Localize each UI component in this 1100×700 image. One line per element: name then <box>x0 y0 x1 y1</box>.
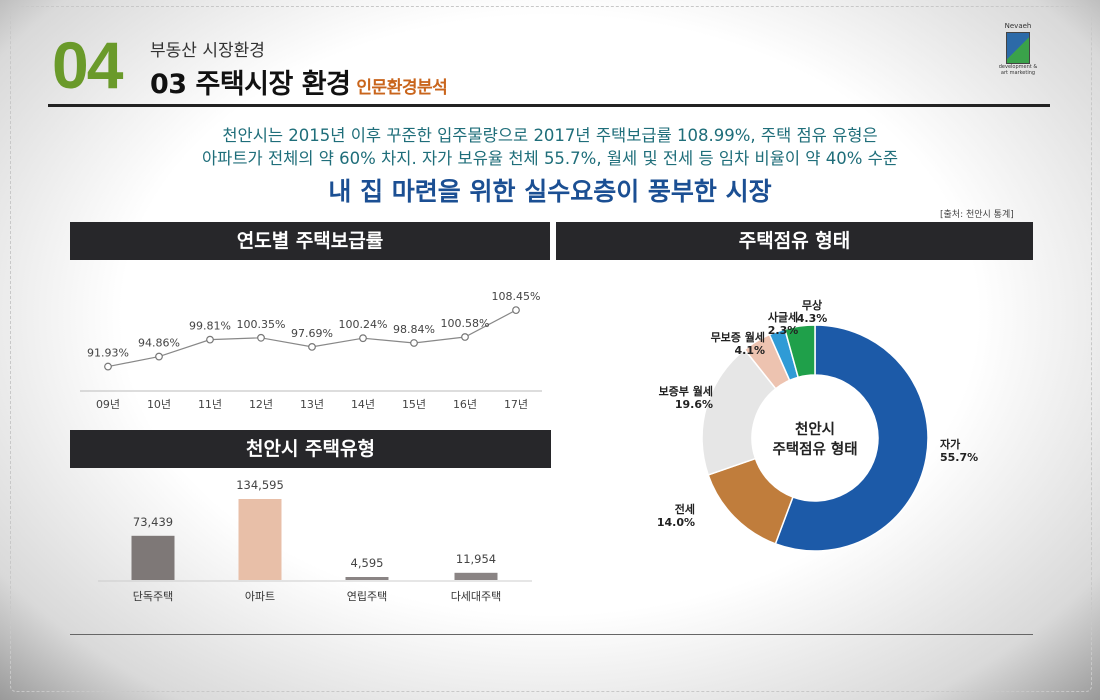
line-value-label: 108.45% <box>492 290 541 303</box>
logo-mark-icon <box>1006 32 1030 64</box>
bar-value-label: 134,595 <box>236 478 284 492</box>
line-point <box>512 306 520 315</box>
page-title-text: 03 주택시장 환경 <box>150 69 351 100</box>
slice-value-label: 55.7% <box>940 451 978 464</box>
housing-type-bar-chart: 73,439 단독주택 134,595 아파트 4,595 연립주택 11,954 다세대주택 <box>98 478 532 603</box>
line-value-label: 100.24% <box>339 318 388 331</box>
x-tick-label: 12년 <box>249 398 273 411</box>
donut-slice <box>707 457 794 545</box>
supply-rate-line-chart: 91.93% 09년 94.86% 10년 99.81% 11년 100.35% 12년 97.… <box>80 290 542 411</box>
slice-name-label: 무상 <box>802 298 822 312</box>
x-tick-label: 11년 <box>198 398 222 411</box>
bar-category-label: 아파트 <box>245 590 275 603</box>
donut-slice <box>774 324 929 552</box>
line-value-label: 97.69% <box>291 327 333 340</box>
line-point <box>155 352 163 361</box>
x-tick-label: 09년 <box>96 398 120 411</box>
page-title: 03 주택시장 환경 인문환경분석 <box>150 62 448 101</box>
line-value-label: 98.84% <box>393 323 435 336</box>
x-tick-label: 13년 <box>300 398 324 411</box>
slice-value-label: 14.0% <box>657 516 695 529</box>
title-tag: 인문환경분석 <box>356 78 448 98</box>
line-value-label: 100.58% <box>441 317 490 330</box>
slice-name-label: 보증부 월세 <box>659 384 713 398</box>
x-tick-label: 10년 <box>147 398 171 411</box>
section-number: 04 <box>52 28 123 102</box>
bar-category-label: 다세대주택 <box>451 590 502 603</box>
source-note: [출처: 천안시 통계] <box>940 210 1014 220</box>
bar-chart-header: 천안시 주택유형 <box>70 430 551 468</box>
line-point <box>359 334 367 343</box>
slice-name-label: 사글세 <box>768 310 798 324</box>
x-tick-label: 14년 <box>351 398 375 411</box>
line-point <box>461 333 469 341</box>
line-point <box>308 342 316 351</box>
line-value-label: 94.86% <box>138 337 180 350</box>
bar <box>345 577 389 580</box>
pie-chart-header: 주택점유 형태 <box>556 222 1033 260</box>
logo: Nevaeh development & art marketing <box>998 22 1038 76</box>
line-value-label: 91.93% <box>87 347 129 360</box>
bar-category-label: 연립주택 <box>347 590 387 603</box>
slice-name-label: 자가 <box>940 437 960 451</box>
slice-value-label: 19.6% <box>675 398 713 411</box>
headline: 내 집 마련을 위한 실수요층이 풍부한 시장 <box>328 177 772 206</box>
line-value-label: 100.35% <box>237 318 286 331</box>
slice-value-label: 2.3% <box>768 324 799 337</box>
bar-value-label: 4,595 <box>351 556 384 570</box>
line-point <box>410 339 418 347</box>
slice-value-label: 4.1% <box>734 344 765 357</box>
bar-category-label: 단독주택 <box>133 590 173 603</box>
donut-center-label: 천안시 <box>795 420 835 438</box>
summary-line-2: 아파트가 전체의 약 60% 차지. 자가 보유율 천체 55.7%, 월세 및… <box>202 149 898 168</box>
bar-value-label: 11,954 <box>456 552 496 566</box>
bar <box>238 499 282 580</box>
line-point <box>104 362 112 371</box>
line-point <box>257 333 265 342</box>
x-tick-label: 17년 <box>504 398 528 411</box>
line-chart-header: 연도별 주택보급률 <box>70 222 550 260</box>
line-value-label: 99.81% <box>189 320 231 333</box>
slice-name-label: 무보증 월세 <box>711 330 765 344</box>
title-divider <box>48 104 1050 107</box>
x-tick-label: 15년 <box>402 398 426 411</box>
donut-slice <box>783 324 816 379</box>
logo-sub: development & art marketing <box>998 64 1038 76</box>
line-point <box>206 335 214 344</box>
bottom-divider <box>70 634 1033 635</box>
donut-center-label: 주택점유 형태 <box>772 440 857 458</box>
bar <box>454 572 498 580</box>
slice-value-label: 4.3% <box>797 312 828 325</box>
section-subtitle: 부동산 시장환경 <box>150 41 265 61</box>
bar <box>131 535 175 580</box>
summary-line-1: 천안시는 2015년 이후 꾸준한 입주물량으로 2017년 주택보급률 108… <box>222 126 878 145</box>
logo-name: Nevaeh <box>1004 22 1032 30</box>
bar-value-label: 73,439 <box>133 515 173 529</box>
x-tick-label: 16년 <box>453 398 477 411</box>
slice-name-label: 전세 <box>675 502 695 516</box>
